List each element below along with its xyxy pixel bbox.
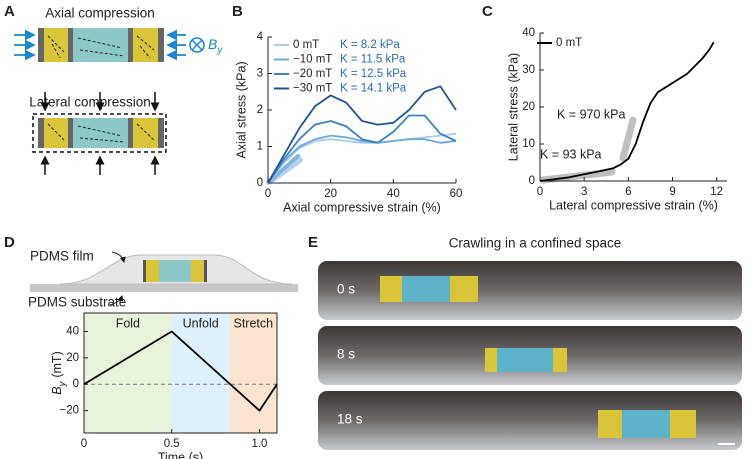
x-tick-label: 40 [387, 188, 400, 200]
y-tick-label: 40 [522, 27, 535, 39]
series-line [267, 132, 457, 184]
frame-label: 8 s [337, 347, 355, 362]
frame-label: 0 s [337, 282, 355, 297]
y-label-symbol: B [50, 386, 64, 394]
x-tick-label: 60 [450, 188, 463, 200]
x-tick-label: 20 [324, 188, 337, 200]
e-title: Crawling in a confined space [449, 236, 622, 251]
region [171, 313, 230, 433]
field-symbol-text: B [208, 36, 217, 52]
y-tick-label: 2 [257, 104, 263, 116]
x-tick-label: 0 [537, 186, 543, 198]
legend-annotation: K = 14.1 kPa [340, 83, 407, 95]
series-line [539, 41, 715, 182]
x-tick-label: 9 [669, 186, 675, 198]
robot-axial [38, 28, 164, 62]
region-label: Fold [116, 316, 140, 330]
y-tick-label: 0 [529, 175, 535, 187]
x-axis-label: Lateral compressive strain (%) [549, 198, 718, 212]
legend-annotation: K = 8.2 kPa [340, 39, 400, 51]
x-tick-label: 0 [81, 438, 87, 450]
panel-label: E [308, 234, 318, 251]
series-line [83, 330, 278, 412]
x-tick-label: 1.0 [251, 438, 267, 450]
legend-label: 0 mT [293, 39, 319, 51]
series-line [267, 134, 457, 184]
x-axis-label: Time (s) [158, 450, 203, 459]
film-label: PDMS film [30, 249, 94, 264]
y-tick-label: 20 [522, 101, 535, 113]
x-tick-label: 0 [265, 188, 271, 200]
photo-frame [318, 261, 742, 320]
y-tick-label: 30 [522, 64, 535, 76]
axial-title: Axial compression [45, 6, 155, 21]
y-tick-label: 10 [522, 138, 535, 150]
photo-frame [318, 391, 742, 450]
x-tick-label: 6 [625, 186, 631, 198]
y-tick-label: −20 [59, 405, 79, 417]
panel-label: D [4, 234, 15, 251]
x-tick-label: 3 [581, 186, 587, 198]
field-subscript: y [216, 45, 223, 56]
y-tick-label: 40 [66, 325, 79, 337]
y-tick-label: 0 [73, 378, 79, 390]
photo-frame [318, 326, 742, 385]
panel-label: A [4, 3, 15, 20]
annotation: K = 93 kPa [540, 147, 602, 161]
panel-label: B [232, 3, 243, 20]
region [229, 313, 277, 433]
legend-annotation: K = 12.5 kPa [340, 68, 407, 80]
legend-label: −20 mT [293, 68, 332, 80]
y-axis-label: By (mT) [50, 351, 67, 394]
frame-label: 18 s [337, 412, 363, 427]
y-axis-label: Lateral stress (kPa) [506, 53, 520, 161]
region-label: Unfold [183, 316, 219, 330]
annotation: K = 970 kPa [557, 107, 625, 121]
region-label: Stretch [234, 316, 274, 330]
axis-box [83, 312, 278, 434]
legend-annotation: K = 11.5 kPa [340, 54, 406, 66]
x-axis-label: Axial compressive strain (%) [283, 200, 441, 214]
y-tick-label: 1 [257, 141, 263, 153]
y-tick-label: 4 [257, 31, 264, 43]
y-axis-label: Axial stress (kPa) [234, 61, 248, 158]
pdms-diagram [30, 251, 298, 306]
robot-lateral [32, 113, 167, 153]
y-label-subscript: y [57, 380, 68, 387]
field-symbol [189, 37, 205, 53]
y-tick-label: 3 [257, 68, 263, 80]
series-line [267, 114, 457, 184]
lateral-arrows [40, 92, 160, 175]
panel-label: C [482, 3, 493, 20]
substrate-label: PDMS substrate [28, 295, 126, 310]
y-tick-label: 0 [257, 177, 263, 189]
x-tick-label: 12 [710, 186, 723, 198]
legend-label: 0 mT [556, 37, 582, 49]
axial-arrows [14, 29, 186, 61]
y-label-unit: (mT) [50, 351, 64, 377]
region [84, 313, 172, 433]
field-label: By [208, 36, 223, 56]
y-tick-label: 20 [66, 352, 79, 364]
series-line [267, 85, 457, 184]
x-tick-label: 0.5 [164, 438, 180, 450]
lateral-title: Lateral compression [29, 95, 151, 110]
legend-label: −10 mT [293, 54, 332, 66]
legend-label: −30 mT [293, 83, 332, 95]
